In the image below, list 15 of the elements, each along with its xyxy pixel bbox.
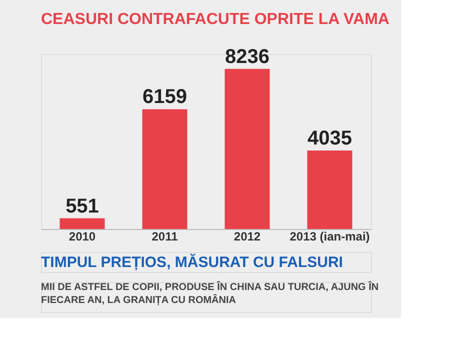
chart-title: CEASURI CONTRAFACUTE OPRITE LA VAMA — [41, 10, 390, 28]
bar — [142, 109, 188, 229]
data-label: 551 — [66, 195, 99, 218]
bar — [224, 68, 270, 229]
bar — [307, 150, 352, 229]
x-tick-label: 2011 — [152, 230, 178, 244]
text: MII DE ASTFEL DE COPII, PRODUSE ÎN CHINA SAU TURCIA, AJUNG ÎN FIECARE AN, LA GRANIȚA CU ROMÂNIA — [41, 281, 379, 306]
bar — [60, 218, 105, 229]
data-label: 6159 — [142, 86, 187, 108]
x-tick-label: 2013 (ian-mai) — [290, 230, 370, 244]
data-label: 4035 — [308, 128, 352, 150]
text: TIMPUL PREȚIOS, MĂSURAT CU FALSURI — [41, 253, 343, 271]
data-label: 8236 — [225, 46, 270, 68]
x-tick-label: 2010 — [68, 230, 96, 244]
x-tick-label: 2012 — [234, 230, 261, 244]
